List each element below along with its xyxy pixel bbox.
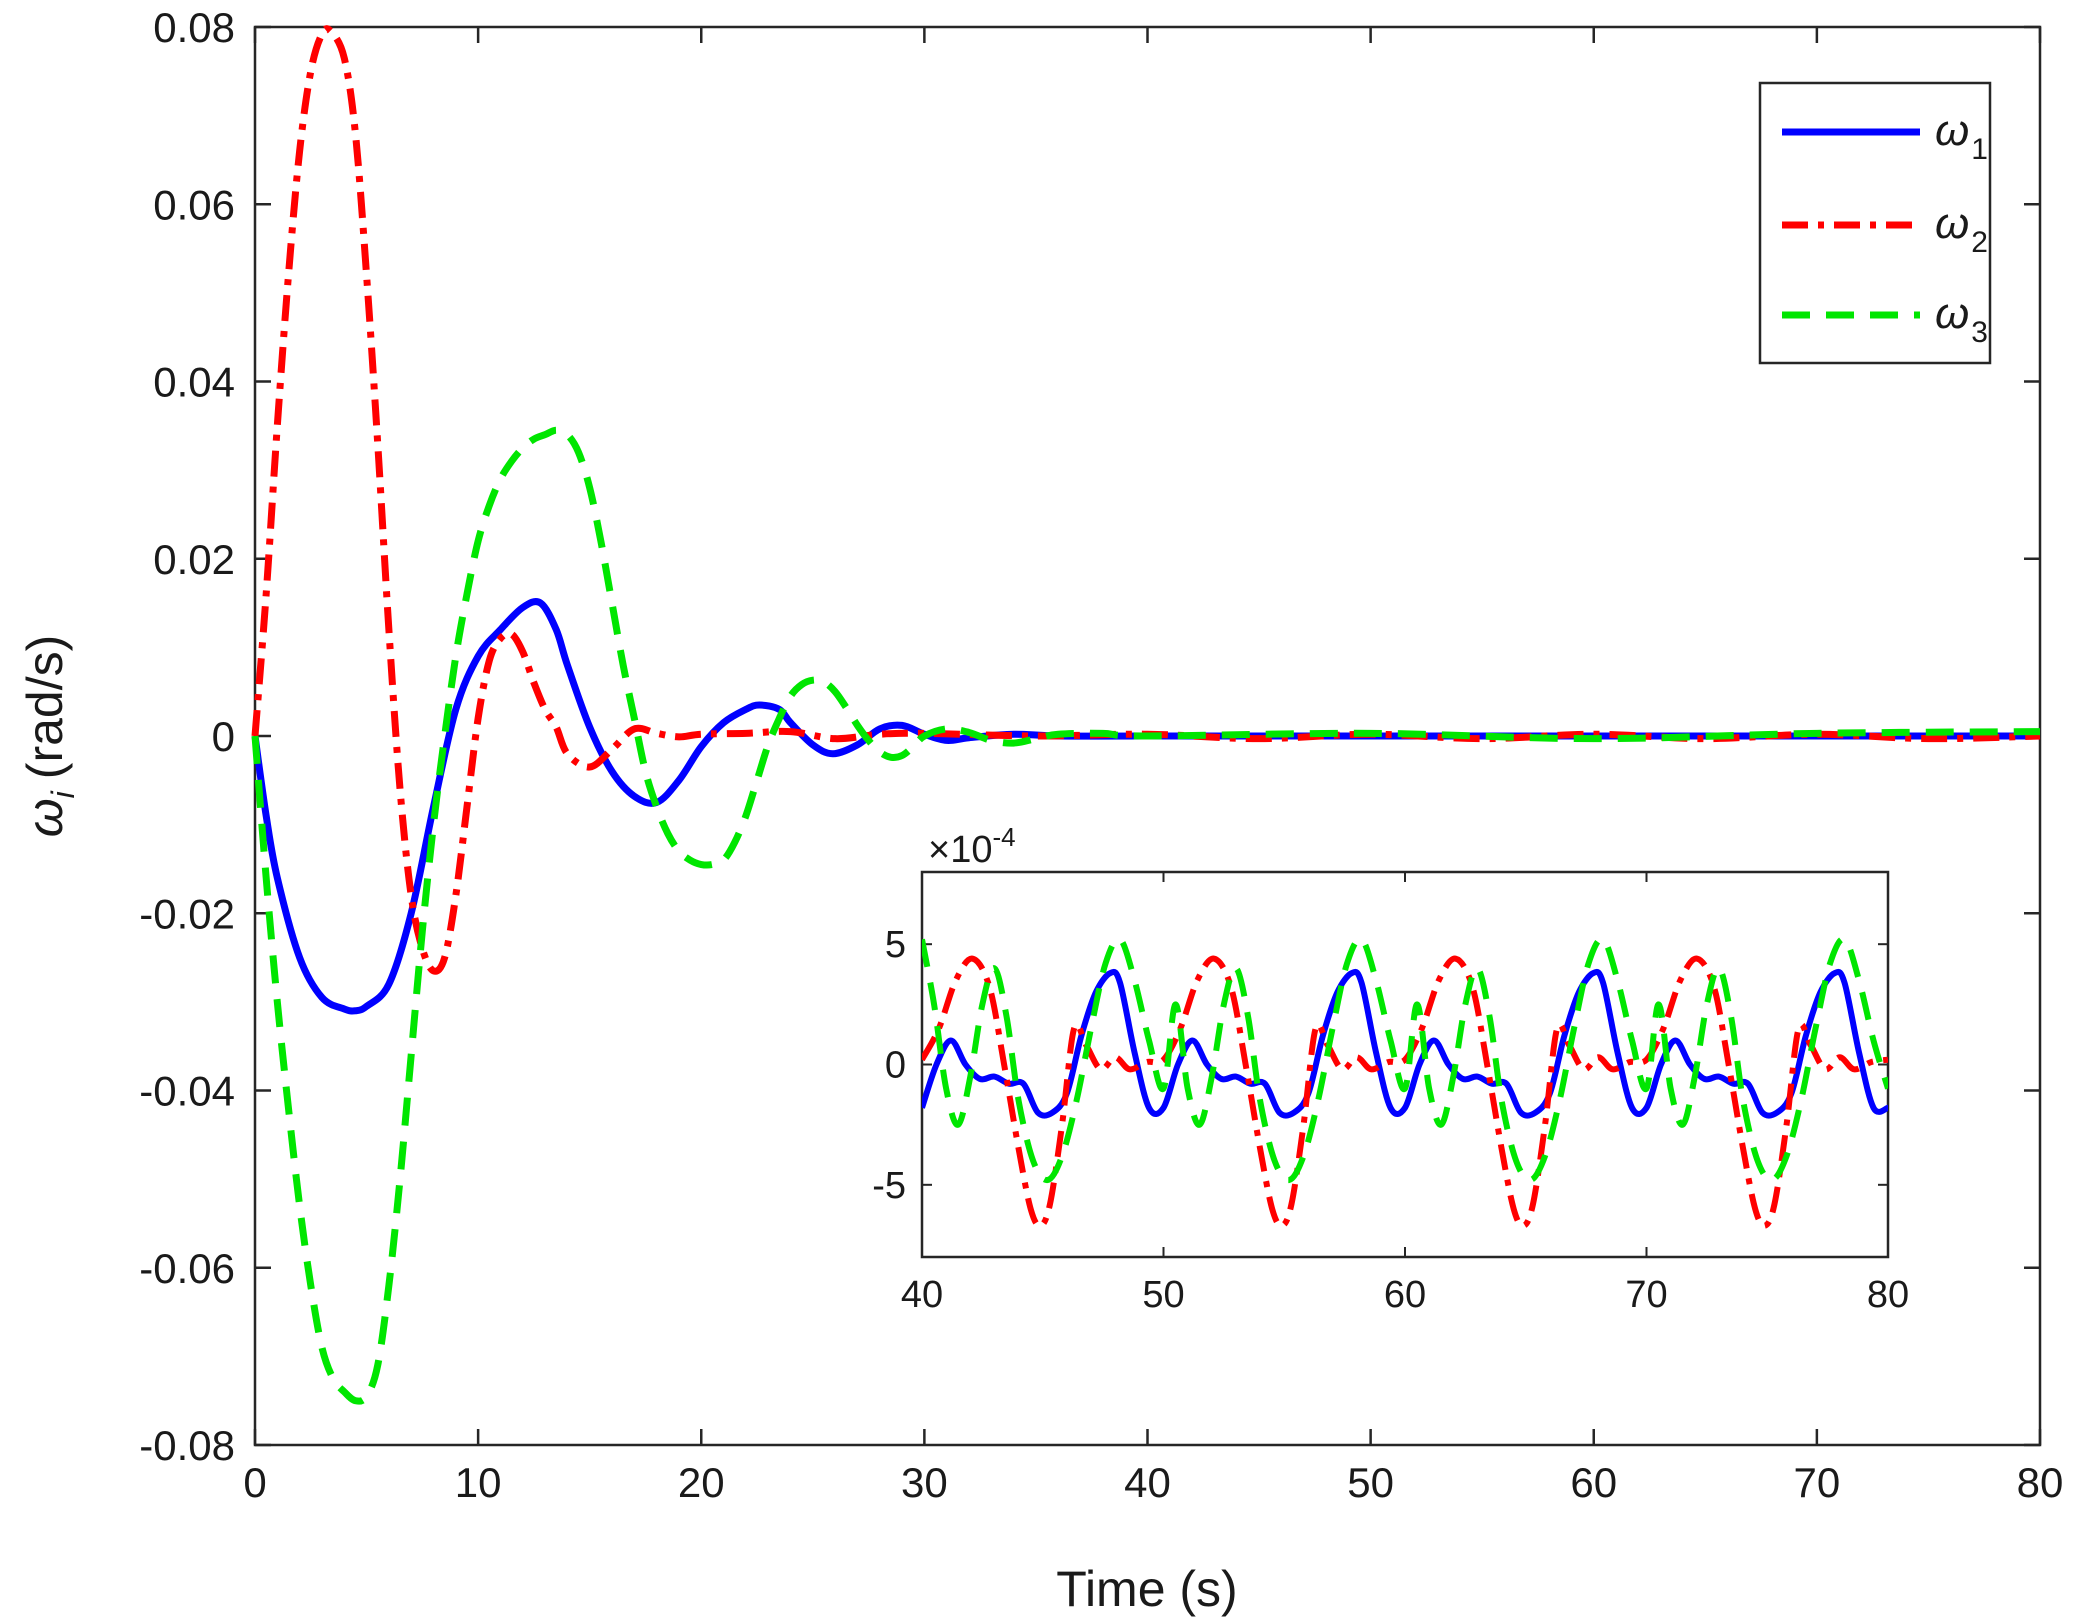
legend-sub-omega3: 3: [1971, 316, 1988, 349]
x-tick-label: 40: [1124, 1459, 1171, 1506]
inset-series: [922, 935, 1888, 1229]
y-axis-label: ωi (rad/s): [17, 635, 81, 838]
legend-label-omega3: ω: [1935, 289, 1969, 338]
inset-x-tick-label: 40: [901, 1274, 943, 1316]
y-tick-label: -0.06: [139, 1245, 235, 1292]
legend-sub-omega1: 1: [1971, 133, 1988, 166]
y-tick-label: 0: [212, 713, 235, 760]
y-tick-label: 0.06: [153, 181, 235, 228]
inset-tick-labels: 40 50 60 70 80 -5 0 5: [872, 924, 1909, 1316]
x-tick-label: 60: [1570, 1459, 1617, 1506]
x-tick-label: 0: [243, 1459, 266, 1506]
legend-label-omega2: ω: [1935, 199, 1969, 248]
y-tick-label: 0.08: [153, 4, 235, 51]
y-axis-label-subscript: i: [45, 790, 81, 798]
legend-sub-omega2: 2: [1971, 226, 1988, 259]
svg-text:ω1: ω1: [1935, 106, 1988, 166]
x-tick-label: 30: [901, 1459, 948, 1506]
legend-item-omega3: ω3: [1782, 289, 1988, 349]
svg-text:ωi(rad/s): ωi (rad/s): [17, 635, 81, 838]
x-tick-label: 80: [2017, 1459, 2064, 1506]
inset-x-tick-label: 70: [1625, 1274, 1667, 1316]
y-tick-label: -0.02: [139, 890, 235, 937]
y-tick-label: 0.04: [153, 359, 235, 406]
y-axis-label-symbol: ω: [17, 798, 73, 837]
inset-y-tick-label: 0: [885, 1045, 906, 1087]
inset-x-tick-label: 80: [1867, 1274, 1909, 1316]
y-axis-label-unit: (rad/s): [17, 635, 73, 779]
y-tick-label: -0.08: [139, 1422, 235, 1469]
svg-text:ω3: ω3: [1935, 289, 1988, 349]
inset-plot: 40 50 60 70 80 -5 0 5 ×10-4: [872, 822, 1909, 1316]
x-tick-label: 20: [678, 1459, 725, 1506]
main-ticks: [253, 25, 2042, 1447]
x-tick-label: 50: [1347, 1459, 1394, 1506]
inset-y-tick-label: 5: [885, 924, 906, 966]
x-tick-label: 10: [455, 1459, 502, 1506]
series-line-omega3: [251, 426, 2041, 1405]
main-tick-labels: 0 10 20 30 40 50 60 70 80-0.08-0.06-0.04-0.0200.…: [139, 4, 2063, 1506]
y-tick-label: 0.02: [153, 536, 235, 583]
inset-series-line-omega3: [922, 935, 1888, 1184]
inset-exponent-label: ×10-4: [928, 822, 1016, 871]
legend-item-omega2: ω2: [1782, 199, 1988, 259]
x-tick-label: 70: [1794, 1459, 1841, 1506]
svg-text:ω2: ω2: [1935, 199, 1988, 259]
x-axis-label: Time (s): [1056, 1561, 1237, 1617]
inset-ticks: [921, 872, 1889, 1257]
legend: ω1 ω2 ω3: [1758, 81, 1992, 365]
legend-label-omega1: ω: [1935, 106, 1969, 155]
main-series: [251, 25, 2041, 1405]
inset-y-tick-label: -5: [872, 1165, 906, 1207]
inset-x-tick-label: 60: [1384, 1274, 1426, 1316]
legend-item-omega1: ω1: [1782, 106, 1988, 166]
inset-series-line-omega2: [922, 955, 1888, 1229]
y-tick-label: -0.04: [139, 1068, 235, 1115]
inset-x-tick-label: 50: [1142, 1274, 1184, 1316]
